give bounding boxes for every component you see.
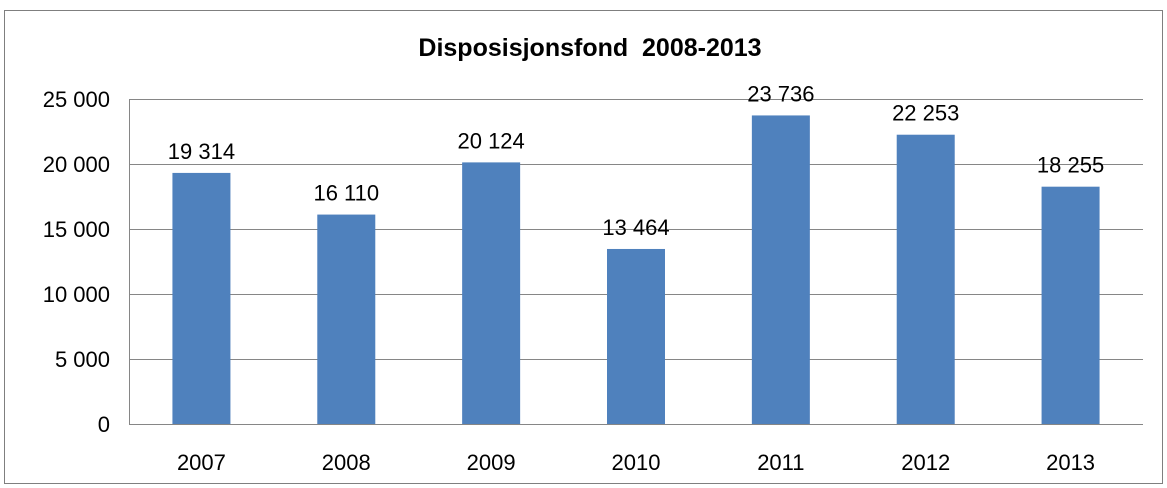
bar-2009 [462,162,521,424]
bars [172,115,1100,424]
data-label-2007: 19 314 [168,139,235,164]
y-axis-tick-labels: 0 5 000 10 000 15 000 20 000 25 000 [43,87,110,437]
y-tick-label: 0 [98,412,110,437]
y-tick-label: 25 000 [43,87,110,112]
data-label-2009: 20 124 [457,128,524,153]
data-labels: 19 314 16 110 20 124 13 464 23 736 22 253 18 2… [168,81,1104,240]
chart-title: Disposisjonsfond 2008-2013 [418,34,761,62]
y-tick-label: 10 000 [43,282,110,307]
bar-2013 [1041,186,1100,424]
x-tick-label: 2012 [901,450,950,475]
bar-2008 [317,214,376,424]
x-tick-label: 2008 [322,450,371,475]
x-axis-tick-labels: 2007 2008 2009 2010 2011 2012 2013 [177,450,1095,475]
y-tick-label: 5 000 [55,347,110,372]
x-tick-label: 2011 [757,450,804,475]
data-label-2008: 16 110 [313,181,379,206]
bar-2012 [896,134,955,424]
data-label-2011: 23 736 [747,81,814,106]
y-tick-label: 20 000 [43,152,110,177]
x-tick-label: 2013 [1046,450,1095,475]
bar-2011 [751,115,810,424]
x-tick-label: 2007 [177,450,226,475]
data-label-2012: 22 253 [892,101,959,126]
bar-2007 [172,172,231,424]
bar-2010 [607,248,665,424]
data-label-2010: 13 464 [602,215,669,240]
data-label-2013: 18 255 [1037,153,1104,178]
gridlines [129,99,1143,425]
x-tick-label: 2010 [612,450,661,475]
x-tick-label: 2009 [467,450,516,475]
y-tick-label: 15 000 [43,217,110,242]
